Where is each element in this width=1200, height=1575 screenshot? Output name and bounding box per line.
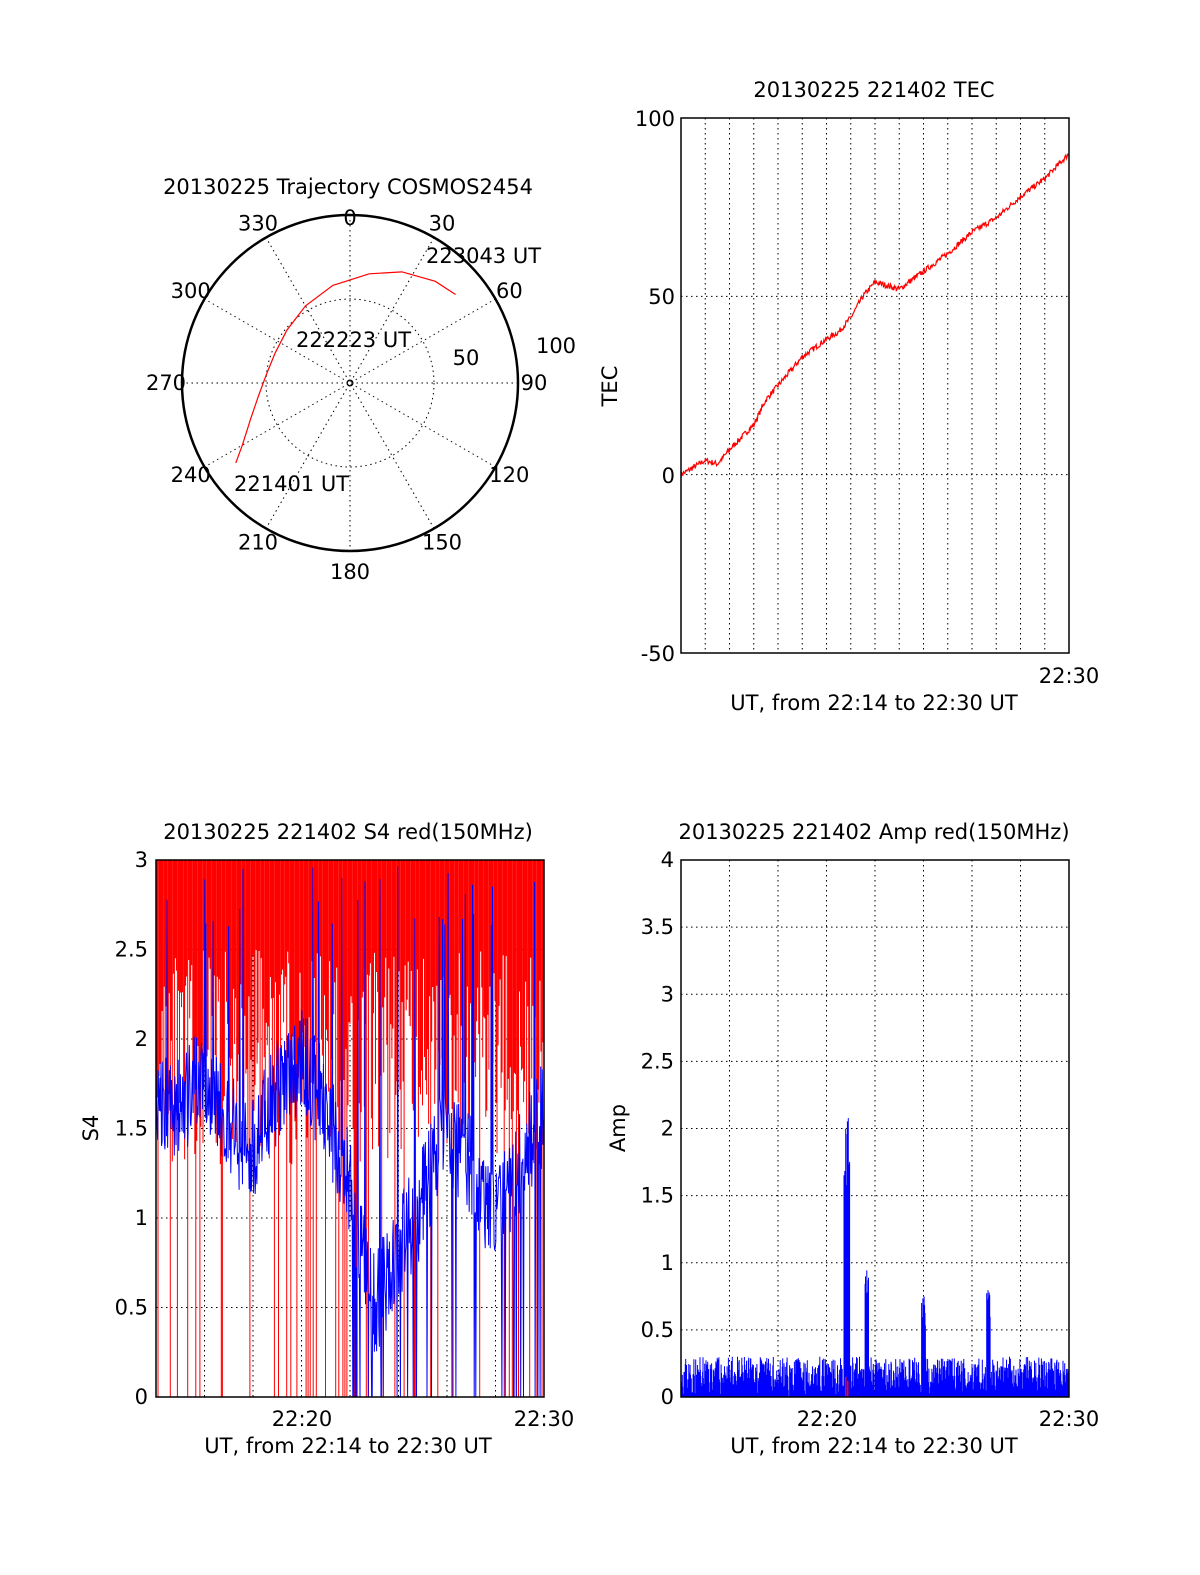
amp-ytick-label: 3 xyxy=(661,982,674,1006)
tec-series-line xyxy=(680,153,1070,478)
tec-xtick-2230: 22:30 xyxy=(1039,664,1100,688)
polar-angle-label: 300 xyxy=(171,279,211,303)
polar-title: 20130225 Trajectory COSMOS2454 xyxy=(163,175,533,199)
polar-angle-label: 270 xyxy=(146,371,186,395)
s4-ytick-label: 2 xyxy=(135,1027,148,1051)
amp-grid xyxy=(681,860,1069,1397)
amp-ytick-label: 3.5 xyxy=(641,915,674,939)
amp-ytick-label: 2.5 xyxy=(641,1049,674,1073)
s4-ytick-label: 1.5 xyxy=(115,1117,148,1141)
s4-blue-series xyxy=(155,866,544,1398)
polar-angle-label: 30 xyxy=(429,212,456,236)
polar-radius-label-100: 100 xyxy=(536,334,576,358)
s4-title: 20130225 221402 S4 red(150MHz) xyxy=(163,820,533,844)
s4-ytick-labels: 3 2.5 2 1.5 1 0.5 0 xyxy=(115,848,148,1409)
amp-xlabel: UT, from 22:14 to 22:30 UT xyxy=(730,1434,1018,1458)
tec-ytick-neg50: -50 xyxy=(641,642,675,666)
annotation-end-time: 223043 UT xyxy=(426,244,541,268)
tec-ytick-0: 0 xyxy=(662,464,675,488)
polar-spoke xyxy=(204,298,496,468)
s4-blue-trace xyxy=(155,866,544,1398)
amp-ytick-label: 0 xyxy=(661,1385,674,1409)
tec-ylabel: TEC xyxy=(598,366,622,408)
polar-angle-label: 120 xyxy=(489,463,529,487)
s4-ytick-label: 0.5 xyxy=(115,1296,148,1320)
polar-angle-label: 0 xyxy=(343,206,356,230)
amp-red-trace xyxy=(844,1376,849,1397)
amp-ytick-label: 2 xyxy=(661,1117,674,1141)
polar-angle-labels: 0 30 60 90 120 150 180 210 240 270 300 330 xyxy=(146,206,547,584)
tec-frame xyxy=(680,117,1070,654)
s4-ytick-label: 0 xyxy=(135,1385,148,1409)
s4-xtick-2220: 22:20 xyxy=(272,1407,333,1431)
amp-title: 20130225 221402 Amp red(150MHz) xyxy=(678,820,1069,844)
amp-chart: 20130225 221402 Amp red(150MHz) 4 3.5 3 2.5… xyxy=(606,820,1099,1458)
amp-ytick-labels: 4 3.5 3 2.5 2 1.5 1 0.5 0 xyxy=(641,848,674,1409)
amp-ytick-label: 0.5 xyxy=(641,1318,674,1342)
amp-ytick-label: 4 xyxy=(661,848,674,872)
polar-angle-label: 240 xyxy=(171,463,211,487)
tec-title: 20130225 221402 TEC xyxy=(753,78,994,102)
s4-ytick-label: 1 xyxy=(135,1206,148,1230)
annotation-mid-time: 222223 UT xyxy=(296,328,411,352)
tec-chart: 20130225 221402 TEC 100 50 0 -50 22:30 U… xyxy=(598,78,1099,715)
polar-grid xyxy=(182,215,518,551)
polar-spoke xyxy=(204,298,496,468)
amp-red-series xyxy=(844,1376,849,1397)
tec-xlabel: UT, from 22:14 to 22:30 UT xyxy=(730,691,1018,715)
amp-frame xyxy=(680,859,1070,1398)
s4-ytick-label: 3 xyxy=(135,848,148,872)
s4-chart: 20130225 221402 S4 red(150MHz) 3 2.5 2 1.5 1… xyxy=(79,820,574,1458)
s4-xtick-2230: 22:30 xyxy=(514,1407,575,1431)
polar-angle-label: 60 xyxy=(496,279,523,303)
polar-spoke xyxy=(265,237,435,529)
s4-ytick-label: 2.5 xyxy=(115,938,148,962)
amp-xtick-2220: 22:20 xyxy=(797,1407,858,1431)
polar-angle-label: 330 xyxy=(238,212,278,236)
amp-ylabel: Amp xyxy=(606,1104,630,1152)
tec-grid xyxy=(681,118,1069,653)
s4-frame xyxy=(155,859,545,1398)
polar-spoke xyxy=(265,237,435,529)
polar-angle-label: 90 xyxy=(521,371,548,395)
s4-ylabel: S4 xyxy=(79,1115,103,1142)
tec-ytick-100: 100 xyxy=(635,107,675,131)
polar-angle-label: 210 xyxy=(238,530,278,554)
amp-ytick-label: 1 xyxy=(661,1251,674,1275)
polar-outer-ring xyxy=(180,213,520,553)
polar-angle-label: 150 xyxy=(422,530,462,554)
annotation-start-time: 221401 UT xyxy=(234,472,349,496)
polar-ring-50 xyxy=(265,298,435,468)
polar-angle-label: 180 xyxy=(330,560,370,584)
amp-ytick-label: 1.5 xyxy=(641,1184,674,1208)
trajectory-line xyxy=(235,271,456,464)
polar-radius-label-50: 50 xyxy=(453,346,480,370)
polar-chart: 20130225 Trajectory COSMOS2454 0 30 60 90 12… xyxy=(146,175,576,584)
s4-xlabel: UT, from 22:14 to 22:30 UT xyxy=(204,1434,492,1458)
tec-ytick-50: 50 xyxy=(648,285,675,309)
amp-xtick-2230: 22:30 xyxy=(1039,1407,1100,1431)
